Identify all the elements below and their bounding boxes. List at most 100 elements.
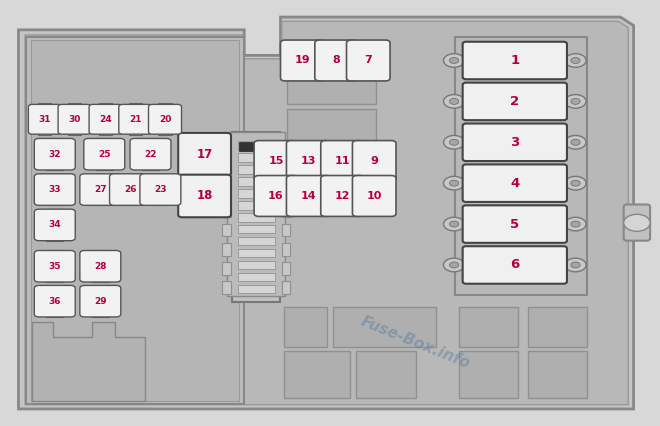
Bar bbox=[142, 138, 159, 143]
FancyBboxPatch shape bbox=[58, 104, 91, 134]
Bar bbox=[68, 130, 81, 135]
Text: 20: 20 bbox=[159, 115, 171, 124]
Bar bbox=[238, 141, 275, 150]
Bar bbox=[46, 174, 63, 178]
Text: 9: 9 bbox=[370, 156, 378, 166]
FancyBboxPatch shape bbox=[178, 133, 231, 176]
Polygon shape bbox=[32, 322, 145, 401]
Circle shape bbox=[571, 221, 580, 227]
Bar bbox=[158, 103, 172, 108]
Bar bbox=[222, 147, 231, 160]
Circle shape bbox=[565, 135, 586, 149]
Text: 5: 5 bbox=[510, 218, 519, 230]
Text: 4: 4 bbox=[510, 177, 519, 190]
Bar bbox=[152, 174, 169, 178]
Bar bbox=[238, 261, 275, 269]
Text: 32: 32 bbox=[49, 150, 61, 159]
FancyBboxPatch shape bbox=[321, 141, 364, 181]
Bar bbox=[282, 281, 290, 294]
FancyBboxPatch shape bbox=[34, 138, 75, 170]
Text: 15: 15 bbox=[268, 156, 284, 166]
Circle shape bbox=[571, 98, 580, 104]
Circle shape bbox=[449, 98, 459, 104]
FancyBboxPatch shape bbox=[280, 40, 324, 81]
FancyBboxPatch shape bbox=[130, 138, 171, 170]
Bar bbox=[92, 201, 109, 205]
Text: 31: 31 bbox=[39, 115, 51, 124]
FancyBboxPatch shape bbox=[315, 40, 358, 81]
Text: 17: 17 bbox=[197, 148, 213, 161]
Bar bbox=[92, 285, 109, 290]
Circle shape bbox=[571, 139, 580, 145]
Bar bbox=[238, 213, 275, 222]
Bar bbox=[284, 307, 327, 347]
Bar bbox=[46, 285, 63, 290]
Bar bbox=[238, 225, 275, 233]
Circle shape bbox=[449, 139, 459, 145]
Bar bbox=[238, 201, 275, 210]
Bar bbox=[46, 138, 63, 143]
Circle shape bbox=[571, 180, 580, 186]
Text: 35: 35 bbox=[49, 262, 61, 271]
Circle shape bbox=[444, 217, 465, 231]
Text: 21: 21 bbox=[129, 115, 141, 124]
Bar bbox=[287, 109, 376, 149]
Circle shape bbox=[444, 95, 465, 108]
Bar bbox=[282, 147, 290, 160]
Bar bbox=[222, 166, 231, 179]
Circle shape bbox=[444, 258, 465, 272]
Circle shape bbox=[571, 58, 580, 63]
FancyBboxPatch shape bbox=[80, 174, 121, 205]
Bar bbox=[121, 174, 139, 178]
Bar bbox=[92, 313, 109, 317]
Bar bbox=[287, 68, 376, 104]
Bar bbox=[528, 351, 587, 398]
Bar bbox=[238, 189, 275, 198]
Bar bbox=[96, 138, 113, 143]
Text: 24: 24 bbox=[99, 115, 112, 124]
FancyBboxPatch shape bbox=[352, 176, 396, 216]
Circle shape bbox=[444, 135, 465, 149]
Text: 16: 16 bbox=[268, 191, 284, 201]
Bar bbox=[459, 307, 518, 347]
FancyBboxPatch shape bbox=[148, 104, 182, 134]
Text: 23: 23 bbox=[154, 185, 166, 194]
Bar bbox=[238, 165, 275, 174]
Bar bbox=[38, 130, 51, 135]
FancyBboxPatch shape bbox=[286, 141, 330, 181]
Text: 6: 6 bbox=[510, 259, 519, 271]
FancyBboxPatch shape bbox=[34, 174, 75, 205]
Text: 28: 28 bbox=[94, 262, 106, 271]
Text: Fuse-Box.info: Fuse-Box.info bbox=[359, 314, 473, 372]
FancyBboxPatch shape bbox=[321, 176, 364, 216]
Polygon shape bbox=[18, 17, 634, 409]
Bar bbox=[31, 40, 239, 401]
Text: 29: 29 bbox=[94, 296, 107, 306]
FancyBboxPatch shape bbox=[34, 209, 75, 241]
Text: 8: 8 bbox=[333, 55, 341, 66]
Bar bbox=[356, 351, 416, 398]
FancyBboxPatch shape bbox=[352, 141, 396, 181]
Bar bbox=[455, 37, 587, 295]
Bar bbox=[142, 166, 159, 170]
Text: 10: 10 bbox=[366, 191, 382, 201]
Circle shape bbox=[449, 180, 459, 186]
Circle shape bbox=[449, 221, 459, 227]
FancyBboxPatch shape bbox=[80, 250, 121, 282]
Bar bbox=[46, 236, 63, 241]
Text: 30: 30 bbox=[69, 115, 81, 124]
Text: 3: 3 bbox=[510, 136, 519, 149]
FancyBboxPatch shape bbox=[34, 250, 75, 282]
Text: 26: 26 bbox=[124, 185, 136, 194]
Bar bbox=[158, 130, 172, 135]
FancyBboxPatch shape bbox=[463, 246, 567, 284]
Circle shape bbox=[565, 258, 586, 272]
Bar bbox=[333, 307, 436, 347]
Text: 7: 7 bbox=[364, 55, 372, 66]
Bar bbox=[99, 130, 112, 135]
Text: 2: 2 bbox=[510, 95, 519, 108]
Bar bbox=[46, 201, 63, 205]
FancyBboxPatch shape bbox=[286, 176, 330, 216]
Bar bbox=[38, 103, 51, 108]
Bar bbox=[282, 262, 290, 275]
